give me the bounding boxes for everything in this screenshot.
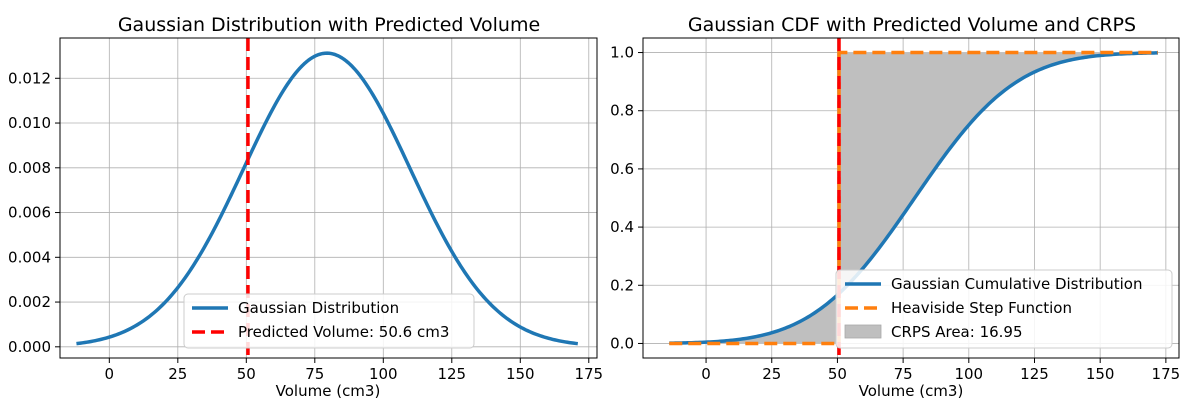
left-chart-title: Gaussian Distribution with Predicted Vol… [118, 14, 540, 36]
left-chart: Gaussian Distribution with Predicted Vol… [8, 14, 603, 400]
gaussian-pdf-line [76, 51, 579, 346]
right-xtick-label-2: 50 [828, 365, 847, 383]
right-xtick-label-3: 75 [894, 365, 913, 383]
right-ytick-label-4: 0.8 [610, 102, 634, 120]
left-ytick-label-4: 0.008 [8, 159, 51, 177]
left-ytick-label-3: 0.006 [8, 204, 51, 222]
right-axes-frame [642, 37, 1180, 359]
legend-label-crps: CRPS Area: 16.95 [891, 323, 1023, 341]
left-ytick-label-6: 0.012 [8, 69, 51, 87]
left-xtick-label-5: 125 [437, 365, 466, 383]
left-ticks: 0 25 50 75 100 125 150 175 0.000 0.002 0.004 0.006 0… [8, 69, 603, 383]
right-legend: Gaussian Cumulative Distribution Heavisi… [835, 269, 1173, 349]
left-xtick-label-6: 150 [506, 365, 535, 383]
right-ytick-label-3: 0.6 [610, 160, 634, 178]
left-ytick-label-0: 0.000 [8, 338, 51, 356]
right-ytick-label-5: 1.0 [610, 44, 634, 62]
legend-label-gaussian: Gaussian Distribution [238, 299, 399, 317]
left-xtick-label-1: 25 [168, 365, 187, 383]
legend-swatch-crps [844, 324, 882, 339]
left-axes-frame [59, 37, 598, 359]
legend-label-cdf: Gaussian Cumulative Distribution [891, 275, 1142, 293]
right-xtick-label-7: 175 [1152, 365, 1181, 383]
left-xtick-label-0: 0 [105, 365, 115, 383]
right-x-axis-label: Volume (cm3) [859, 382, 964, 400]
left-ytick-label-5: 0.010 [8, 114, 51, 132]
left-ytick-label-1: 0.002 [8, 293, 51, 311]
gaussian-cdf-line [669, 51, 1159, 345]
left-xtick-label-3: 75 [305, 365, 324, 383]
right-chart-title: Gaussian CDF with Predicted Volume and C… [688, 14, 1136, 36]
right-ticks: 0 25 50 75 100 125 150 175 0.0 0.2 0.4 0.6 0.8 1.0 [610, 44, 1180, 383]
legend-label-heaviside: Heaviside Step Function [891, 299, 1072, 317]
right-ytick-label-1: 0.2 [610, 276, 634, 294]
left-xtick-label-7: 175 [574, 365, 603, 383]
legend-label-predicted: Predicted Volume: 50.6 cm3 [238, 323, 449, 341]
left-x-axis-label: Volume (cm3) [276, 382, 381, 400]
right-xtick-label-0: 0 [701, 365, 711, 383]
right-chart: Gaussian CDF with Predicted Volume and C… [610, 14, 1180, 400]
right-xtick-label-5: 125 [1020, 365, 1049, 383]
left-grid [60, 38, 597, 358]
right-ytick-label-0: 0.0 [610, 334, 634, 352]
right-legend-box [835, 269, 1173, 349]
left-legend: Gaussian Distribution Predicted Volume: … [183, 293, 475, 349]
left-legend-box [183, 293, 475, 349]
right-xtick-label-1: 25 [762, 365, 781, 383]
left-xtick-label-2: 50 [237, 365, 256, 383]
right-xtick-label-6: 150 [1086, 365, 1115, 383]
right-ytick-label-2: 0.4 [610, 218, 634, 236]
right-xtick-label-4: 100 [954, 365, 983, 383]
left-ytick-label-2: 0.004 [8, 248, 51, 266]
left-xtick-label-4: 100 [369, 365, 398, 383]
